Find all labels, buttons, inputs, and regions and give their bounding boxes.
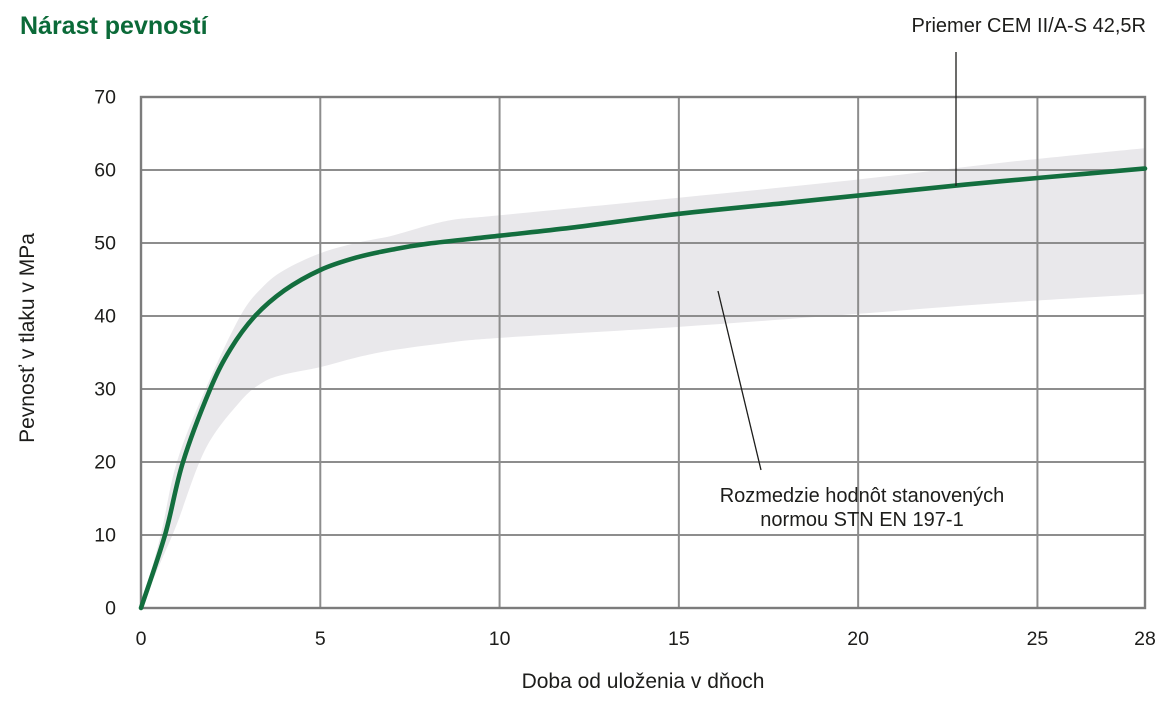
x-axis-title: Doba od uloženia v dňoch <box>521 670 765 693</box>
annotation-leader-lines <box>717 52 957 471</box>
x-tick-label: 15 <box>668 628 690 650</box>
x-tick-label: 5 <box>315 628 326 650</box>
annotation-norm-range-line2: normou STN EN 197-1 <box>760 509 964 532</box>
annotation-series-label: Priemer CEM II/A-S 42,5R <box>911 15 1146 37</box>
annotation-norm-range: Rozmedzie hodnôt stanovených normou STN … <box>720 484 1005 533</box>
y-tick-labels: 0 10 20 30 40 50 60 70 <box>94 87 116 620</box>
y-tick-label: 20 <box>94 452 116 474</box>
norm-range-band <box>141 148 1145 608</box>
annotation-norm-range-line1: Rozmedzie hodnôt stanovených <box>719 485 1005 507</box>
y-tick-label: 50 <box>94 233 116 255</box>
x-tick-label: 28 <box>1134 628 1156 650</box>
x-tick-label: 20 <box>847 628 869 650</box>
y-tick-label: 60 <box>94 160 116 182</box>
plot-frame <box>139 95 1147 610</box>
y-axis-title: Pevnosť v tlaku v MPa <box>16 233 39 443</box>
y-tick-label: 0 <box>105 598 116 620</box>
y-tick-label: 10 <box>94 525 116 547</box>
y-tick-label: 70 <box>94 87 116 109</box>
x-tick-label: 0 <box>136 628 147 650</box>
chart-title: Nárast pevností <box>20 12 208 40</box>
x-tick-labels: 0 5 10 15 20 25 28 <box>136 628 1156 650</box>
y-tick-label: 30 <box>94 379 116 401</box>
mean-strength-curve <box>138 166 1148 611</box>
x-tick-label: 10 <box>489 628 511 650</box>
grid-lines <box>141 97 1145 608</box>
x-tick-label: 25 <box>1027 628 1049 650</box>
y-tick-label: 40 <box>94 306 116 328</box>
